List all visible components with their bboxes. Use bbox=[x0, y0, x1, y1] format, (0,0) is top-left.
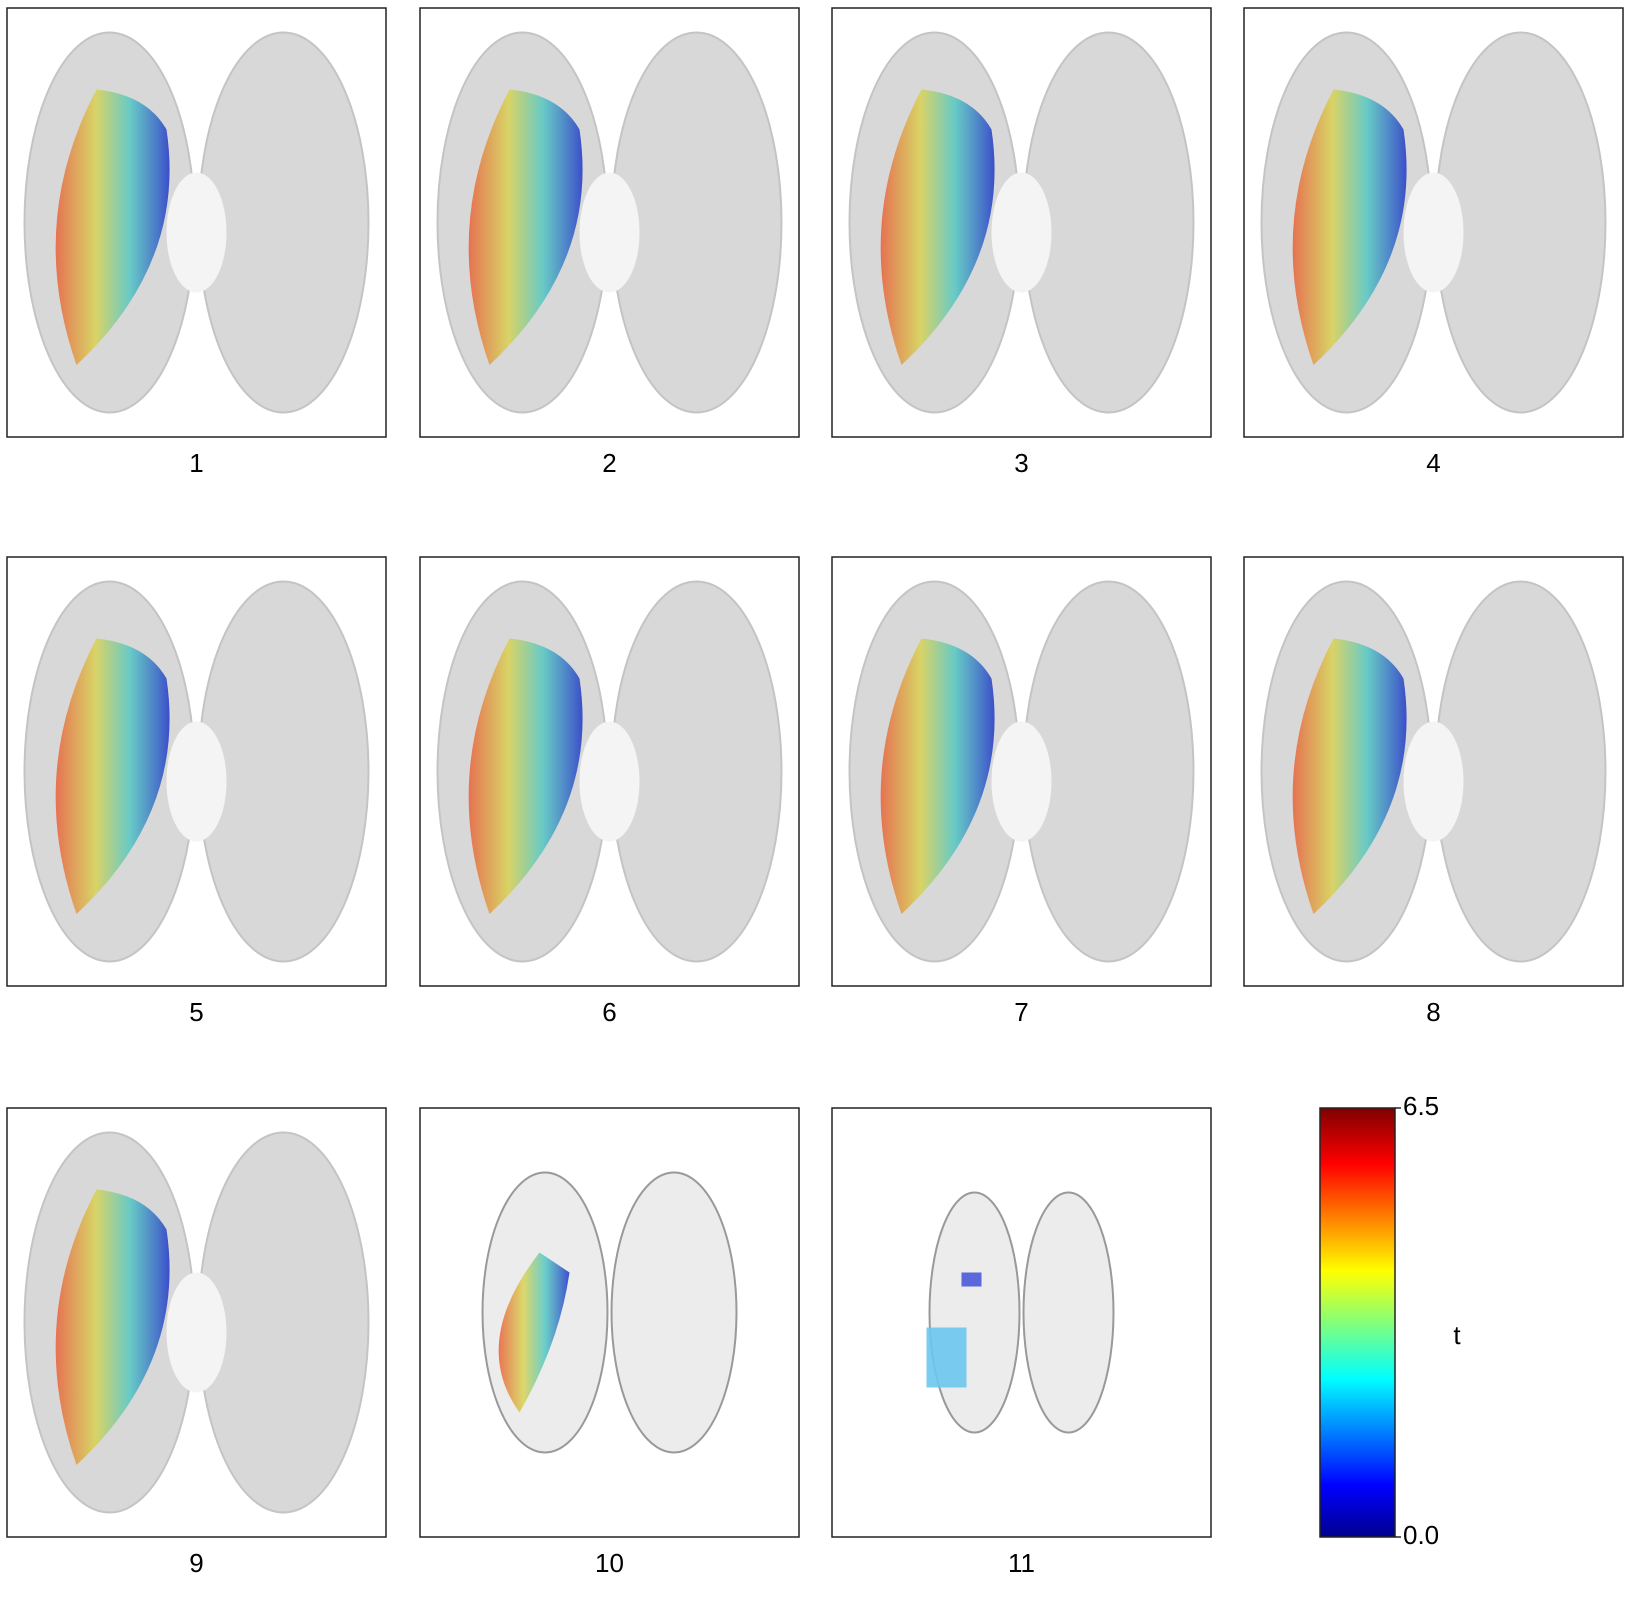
brain-hemisphere bbox=[610, 1171, 738, 1454]
lesion-overlay bbox=[55, 1189, 170, 1465]
brain-panel: 1 bbox=[6, 7, 387, 478]
brain-panel: 8 bbox=[1243, 556, 1624, 1027]
lesion-overlay bbox=[880, 89, 995, 365]
ventricle bbox=[166, 1272, 227, 1393]
panel-label: 5 bbox=[189, 997, 203, 1027]
panel-label: 3 bbox=[1014, 448, 1028, 478]
ventricle bbox=[579, 172, 640, 293]
panel-label: 6 bbox=[602, 997, 616, 1027]
colorbar-gradient bbox=[1319, 1107, 1396, 1538]
brain-panel: 9 bbox=[6, 1107, 387, 1578]
brain-panel: 4 bbox=[1243, 7, 1624, 478]
panel-label: 9 bbox=[189, 1548, 203, 1578]
lesion-overlay bbox=[498, 1252, 570, 1413]
panel-label: 10 bbox=[595, 1548, 624, 1578]
panel-label: 2 bbox=[602, 448, 616, 478]
lesion-overlay bbox=[1292, 638, 1407, 914]
panel-label: 8 bbox=[1426, 997, 1440, 1027]
panel-label: 11 bbox=[1008, 1548, 1035, 1578]
lesion-overlay bbox=[468, 638, 583, 914]
colorbar-tick-label: 0.0 bbox=[1403, 1520, 1439, 1550]
ventricle bbox=[991, 721, 1052, 842]
lesion-overlay bbox=[926, 1327, 967, 1388]
panel-frame bbox=[831, 1107, 1212, 1538]
lesion-overlay bbox=[961, 1272, 982, 1287]
ventricle bbox=[1403, 721, 1464, 842]
brain-panel: 3 bbox=[831, 7, 1212, 478]
lesion-overlay bbox=[1292, 89, 1407, 365]
brain-panel: 11 bbox=[831, 1107, 1212, 1578]
brain-hemisphere bbox=[928, 1191, 1021, 1434]
brain-panel: 2 bbox=[419, 7, 800, 478]
panel-frame bbox=[419, 1107, 800, 1538]
colorbar-tick-label: 6.5 bbox=[1403, 1091, 1439, 1121]
lesion-overlay bbox=[55, 89, 170, 365]
panel-label: 4 bbox=[1426, 448, 1440, 478]
lesion-overlay bbox=[55, 638, 170, 914]
ventricle bbox=[166, 172, 227, 293]
panel-label: 1 bbox=[189, 448, 203, 478]
lesion-overlay bbox=[468, 89, 583, 365]
brain-panel: 6 bbox=[419, 556, 800, 1027]
brain-panel: 5 bbox=[6, 556, 387, 1027]
lesion-overlay bbox=[880, 638, 995, 914]
ventricle bbox=[579, 721, 640, 842]
ventricle bbox=[1403, 172, 1464, 293]
colorbar: t 0.0 6.5 bbox=[1319, 1091, 1461, 1550]
colorbar-label: t bbox=[1453, 1320, 1461, 1350]
brain-panel: 7 bbox=[831, 556, 1212, 1027]
panel-label: 7 bbox=[1014, 997, 1028, 1027]
brain-panel: 10 bbox=[419, 1107, 800, 1578]
ventricle bbox=[166, 721, 227, 842]
panel-grid: 1 2 3 4 5 6 7 8 9 10 11 bbox=[6, 7, 1624, 1578]
ventricle bbox=[991, 172, 1052, 293]
brain-hemisphere bbox=[1022, 1191, 1115, 1434]
